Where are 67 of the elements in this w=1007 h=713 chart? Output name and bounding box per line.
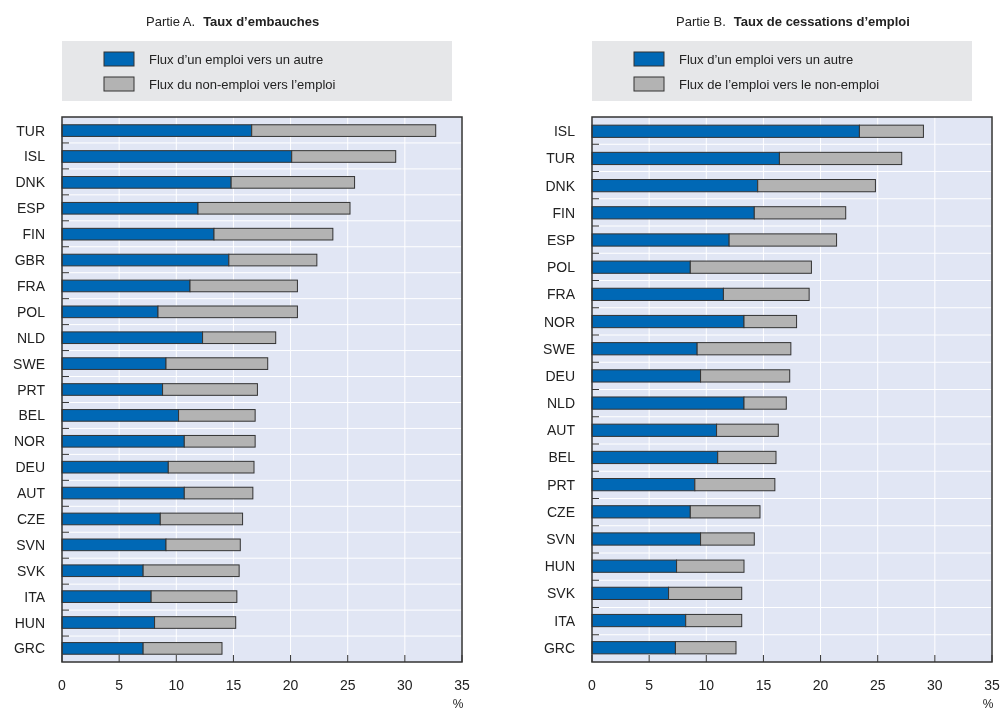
y-tick-label: NLD (546, 395, 575, 412)
y-tick-label: GRC (543, 639, 575, 656)
x-tick-label: 35 (984, 677, 1000, 693)
x-tick-label: 25 (869, 677, 886, 693)
y-tick-label: ISL (23, 148, 46, 165)
y-tick-label: FRA (547, 286, 576, 303)
x-tick-label: 35 (454, 677, 470, 693)
y-tick-label: ISL (553, 123, 576, 140)
y-tick-label: SVK (546, 585, 576, 602)
y-tick-label: ITA (554, 612, 576, 629)
y-tick-label: AUT (17, 485, 46, 502)
y-tick-label: SWE (13, 355, 45, 372)
y-tick-label: BEL (18, 407, 46, 424)
y-tick-label: FIN (552, 204, 575, 221)
y-tick-label: SVN (16, 536, 45, 553)
x-tick-label: 15 (755, 677, 772, 693)
y-tick-label: NLD (16, 329, 45, 346)
y-tick-label: GRC (13, 640, 45, 657)
y-tick-label: TUR (16, 122, 45, 139)
y-tick-label: SVK (16, 562, 46, 579)
y-tick-label: HUN (544, 558, 575, 575)
x-tick-label: 25 (339, 677, 356, 693)
x-tick-label: 0 (58, 677, 67, 693)
x-tick-label: 0 (588, 677, 597, 693)
y-tick-label: FRA (17, 277, 46, 294)
y-tick-label: PRT (17, 381, 46, 398)
y-tick-label: GBR (14, 252, 45, 269)
x-tick-label: 10 (168, 677, 185, 693)
x-tick-label: 10 (698, 677, 715, 693)
legend-label: Flux du non-emploi vers l’emploi (149, 77, 336, 92)
y-tick-label: SVN (546, 531, 575, 547)
y-tick-label: SWE (543, 340, 575, 357)
y-tick-label: DEU (545, 367, 575, 384)
y-tick-label: NOR (13, 433, 45, 450)
x-tick-label: 15 (225, 677, 242, 693)
legend-label: Flux d’un emploi vers un autre (679, 52, 854, 67)
x-axis-title: % (982, 697, 994, 711)
y-tick-label: ESP (546, 232, 575, 248)
y-tick-label: ESP (16, 200, 45, 217)
y-tick-label: HUN (14, 614, 45, 631)
x-tick-label: 30 (927, 677, 943, 693)
x-tick-label: 20 (282, 677, 299, 693)
y-tick-label: AUT (547, 422, 576, 439)
chart-title: Taux d’embauches (203, 14, 320, 29)
legend-label: Flux d’un emploi vers un autre (149, 52, 324, 67)
x-axis-title: % (452, 697, 464, 711)
y-tick-label: ITA (24, 588, 46, 605)
y-tick-label: CZE (17, 510, 45, 527)
legend-label: Flux de l’emploi vers le non-emploi (679, 77, 880, 92)
y-tick-label: CZE (547, 503, 575, 520)
x-tick-label: 5 (645, 677, 654, 693)
y-tick-label: DNK (545, 177, 576, 194)
y-tick-label: NOR (543, 313, 575, 330)
x-tick-label: 20 (812, 677, 829, 693)
y-tick-label: FIN (22, 226, 45, 243)
y-tick-label: BEL (548, 449, 576, 466)
chart-subtitle: Partie B. (676, 14, 726, 29)
chart-title: Taux de cessations d’emploi (733, 14, 910, 29)
y-tick-label: POL (546, 259, 576, 276)
y-tick-label: DNK (15, 174, 46, 191)
x-tick-label: 30 (397, 677, 413, 693)
x-tick-label: 5 (115, 677, 124, 693)
y-tick-label: TUR (546, 150, 575, 167)
y-tick-label: DEU (15, 459, 45, 476)
y-tick-label: PRT (547, 476, 576, 493)
y-tick-label: POL (16, 303, 46, 320)
chart-subtitle: Partie A. (146, 14, 196, 29)
